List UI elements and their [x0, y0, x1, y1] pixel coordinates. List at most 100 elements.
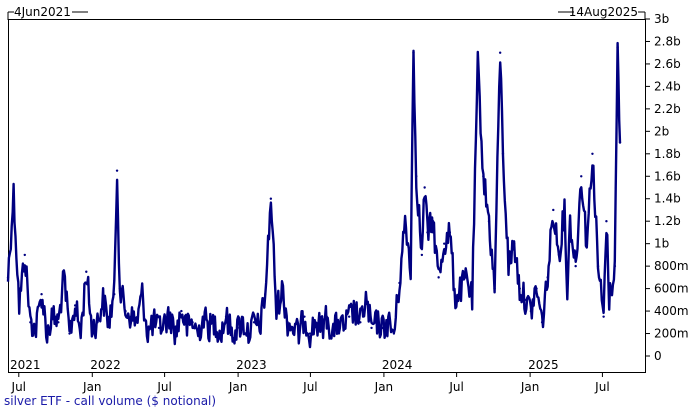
- data-point: [219, 332, 222, 335]
- data-point: [157, 326, 161, 330]
- data-point: [230, 332, 233, 335]
- data-point: [381, 326, 384, 330]
- data-point: [535, 287, 538, 290]
- data-point: [370, 326, 373, 330]
- data-point: [420, 253, 424, 257]
- start-date-label: 4Jun2021: [14, 5, 71, 19]
- data-point: [129, 315, 133, 318]
- data-point: [258, 326, 261, 330]
- x-tick-label: Jul: [11, 380, 26, 394]
- data-point: [264, 293, 267, 296]
- data-point: [476, 62, 479, 66]
- data-point: [252, 321, 256, 324]
- data-point: [431, 220, 435, 223]
- data-point: [347, 315, 351, 318]
- data-point: [529, 309, 533, 313]
- y-tick-label: 1.8b: [654, 147, 681, 161]
- data-point: [563, 208, 566, 212]
- data-point: [269, 197, 273, 200]
- y-tick-label: 1.2b: [654, 214, 681, 228]
- data-point: [297, 332, 301, 335]
- data-point: [616, 45, 619, 49]
- data-point: [185, 326, 189, 330]
- x-tick-label: Jan: [228, 380, 248, 394]
- data-point: [168, 315, 172, 318]
- data-point: [115, 169, 119, 172]
- data-point: [213, 321, 217, 324]
- data-point: [40, 293, 43, 296]
- data-point: [403, 220, 407, 223]
- y-axis: 0 200m 400m 600m 800m 1b 1.2b 1.4b 1.6b 1.8b 2b 2.2…: [645, 12, 689, 363]
- data-point: [208, 326, 211, 330]
- data-point: [448, 231, 452, 234]
- data-point: [29, 321, 32, 324]
- data-point: [34, 326, 38, 330]
- y-tick-label: 2.8b: [654, 34, 681, 48]
- y-tick-label: 1b: [654, 237, 669, 251]
- data-point: [113, 293, 116, 296]
- data-point: [552, 208, 555, 212]
- x-tick-label: Jan: [82, 380, 102, 394]
- data-point: [6, 276, 10, 279]
- data-point: [415, 175, 418, 178]
- data-point: [124, 309, 127, 313]
- year-label: 2021: [10, 358, 41, 372]
- data-point: [224, 315, 228, 318]
- data-point: [308, 332, 312, 335]
- y-tick-label: 1.4b: [654, 192, 681, 206]
- data-point: [574, 264, 577, 268]
- data-point: [557, 253, 561, 257]
- data-point: [57, 321, 60, 324]
- data-point: [23, 253, 26, 257]
- data-point: [423, 186, 426, 189]
- data-point: [412, 51, 415, 54]
- data-point: [45, 332, 49, 335]
- year-label: 2024: [382, 358, 413, 372]
- data-point: [470, 298, 474, 302]
- data-point: [342, 326, 345, 330]
- chart-caption: silver ETF - call volume ($ notional): [4, 394, 217, 408]
- y-tick-label: 2.4b: [654, 79, 681, 93]
- data-point: [73, 304, 77, 307]
- data-point: [524, 298, 527, 302]
- end-date-label: 14Aug2025: [569, 5, 638, 19]
- data-point: [180, 309, 183, 313]
- data-point: [512, 242, 516, 245]
- data-point: [465, 276, 468, 279]
- data-point: [487, 220, 491, 223]
- series-line: [6, 41, 622, 349]
- data-point: [319, 326, 323, 330]
- data-point: [459, 287, 463, 290]
- data-point: [146, 332, 150, 335]
- data-point: [292, 326, 295, 330]
- data-point: [546, 276, 549, 279]
- data-point: [51, 315, 54, 318]
- data-point: [141, 293, 144, 296]
- data-point: [68, 332, 71, 335]
- data-point: [191, 321, 194, 324]
- data-point: [152, 321, 155, 324]
- data-point: [12, 191, 15, 195]
- data-point: [387, 321, 390, 324]
- year-labels: 2021 2022 2023 2024 2025: [10, 358, 559, 372]
- data-point: [85, 270, 88, 273]
- data-point: [247, 332, 250, 335]
- year-label: 2025: [528, 358, 559, 372]
- year-label: 2023: [236, 358, 267, 372]
- data-point: [275, 309, 278, 313]
- data-point: [482, 175, 485, 178]
- end-date-marker: 14Aug2025: [558, 5, 646, 20]
- y-tick-label: 2b: [654, 124, 669, 138]
- data-point: [540, 321, 544, 324]
- data-point: [608, 298, 611, 302]
- data-point: [359, 321, 362, 324]
- data-point: [353, 309, 356, 313]
- data-point: [79, 332, 82, 335]
- data-point: [518, 287, 521, 290]
- start-date-marker: 4Jun2021: [7, 5, 88, 20]
- data-point: [618, 141, 622, 144]
- y-tick-label: 400m: [654, 304, 689, 318]
- data-point: [17, 304, 21, 307]
- y-tick-label: 2.6b: [654, 57, 681, 71]
